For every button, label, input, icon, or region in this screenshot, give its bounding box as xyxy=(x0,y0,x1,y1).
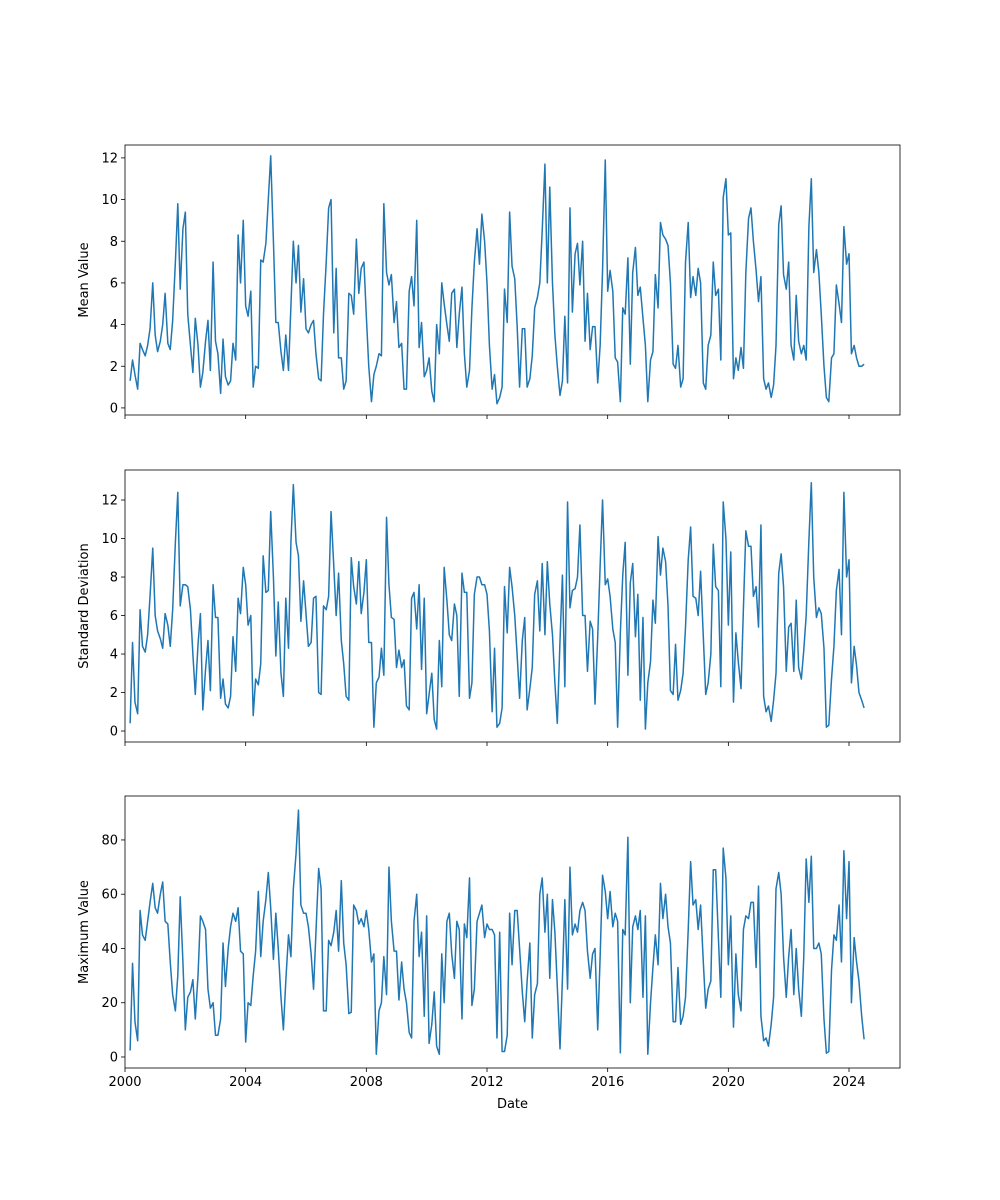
x-tick-label: 2016 xyxy=(591,1075,624,1090)
y-tick-label: 10 xyxy=(101,193,118,208)
y-tick-label: 0 xyxy=(110,1050,118,1065)
y-axis-label: Mean Value xyxy=(77,242,92,317)
y-axis-label: Standard Deviation xyxy=(77,543,92,668)
plot-frame xyxy=(124,795,901,1069)
y-tick-label: 8 xyxy=(110,235,118,250)
y-tick-label: 12 xyxy=(101,494,118,509)
y-tick-label: 8 xyxy=(110,571,118,586)
y-tick-label: 60 xyxy=(101,888,118,903)
data-line xyxy=(129,481,865,730)
x-tick-label: 2024 xyxy=(832,1075,865,1090)
y-tick-label: 6 xyxy=(110,609,118,624)
plot-frame xyxy=(124,469,901,743)
y-tick-label: 2 xyxy=(110,686,118,701)
y-tick-label: 12 xyxy=(101,151,118,166)
y-tick-label: 0 xyxy=(110,725,118,740)
x-tick-label: 2004 xyxy=(229,1075,262,1090)
plot-frame xyxy=(124,144,901,416)
y-tick-label: 40 xyxy=(101,942,118,957)
x-axis-label: Date xyxy=(497,1097,528,1112)
y-axis-label: Maximum Value xyxy=(77,880,92,984)
y-tick-label: 4 xyxy=(110,648,118,663)
y-tick-label: 4 xyxy=(110,318,118,333)
y-tick-label: 20 xyxy=(101,996,118,1011)
y-tick-label: 0 xyxy=(110,401,118,416)
y-tick-label: 80 xyxy=(101,833,118,848)
y-tick-label: 10 xyxy=(101,532,118,547)
x-tick-label: 2012 xyxy=(470,1075,503,1090)
data-line xyxy=(129,809,865,1056)
y-tick-label: 2 xyxy=(110,360,118,375)
x-tick-label: 2000 xyxy=(108,1075,141,1090)
x-tick-label: 2020 xyxy=(712,1075,745,1090)
data-line xyxy=(129,155,865,405)
x-tick-label: 2008 xyxy=(350,1075,383,1090)
y-tick-label: 6 xyxy=(110,276,118,291)
